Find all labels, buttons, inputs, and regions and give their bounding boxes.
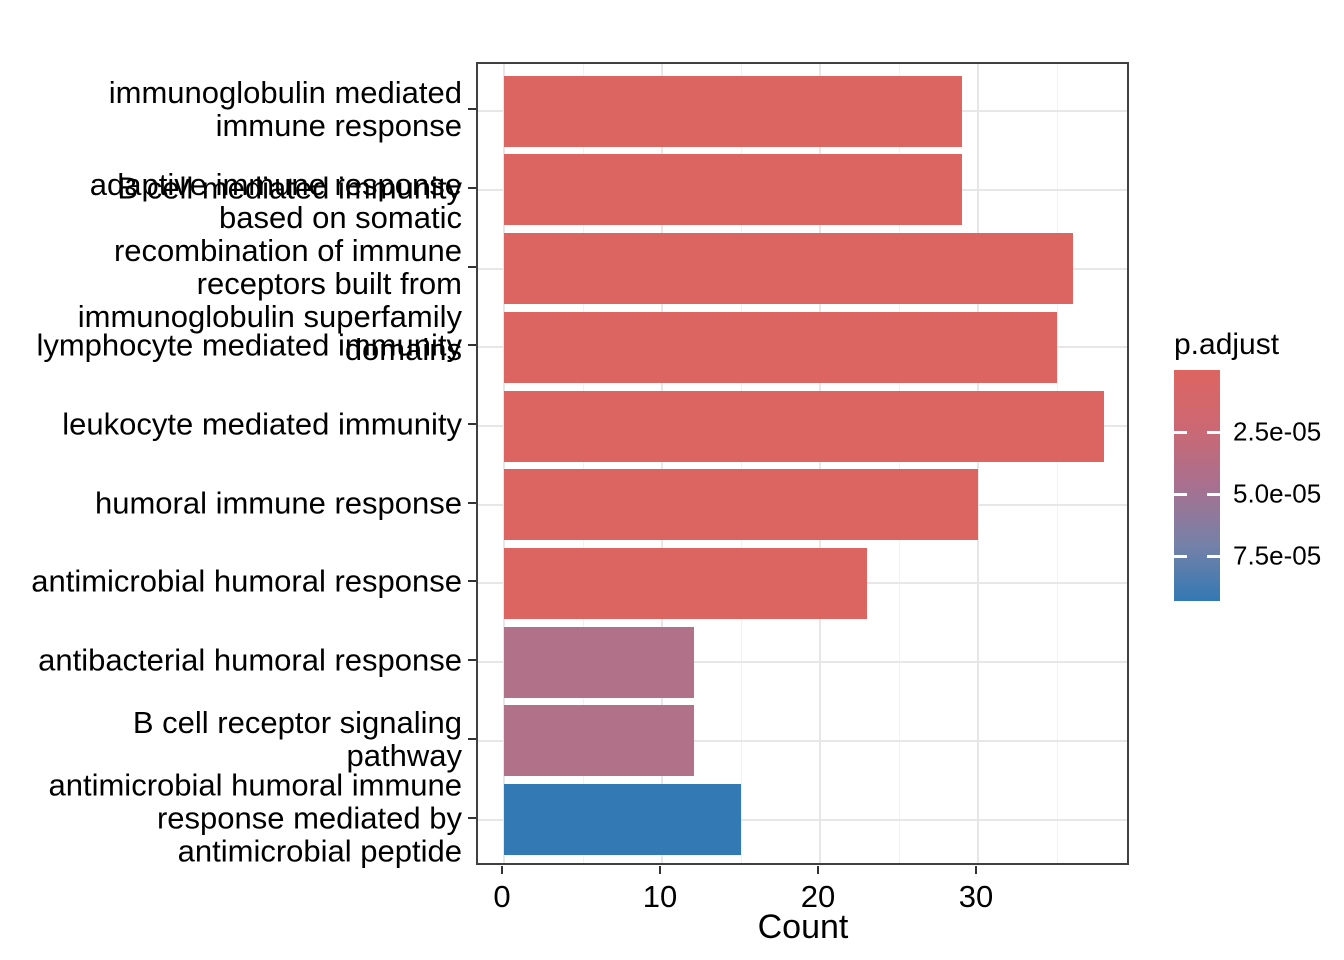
bar: [504, 469, 978, 541]
legend-tick-label: 5.0e-05: [1233, 478, 1322, 509]
x-tick-label: 20: [800, 879, 836, 914]
colorbar-tick: [1207, 431, 1220, 435]
y-tick-label: lymphocyte mediated immunity: [36, 327, 462, 363]
gridline-major: [478, 739, 1127, 742]
plot-panel: [476, 62, 1129, 865]
x-axis-title: Count: [757, 908, 849, 946]
x-tick-mark: [659, 866, 661, 874]
bar: [504, 547, 868, 619]
bar: [504, 784, 741, 855]
y-tick-mark: [468, 659, 476, 662]
x-tick-mark: [975, 866, 977, 874]
gridline-minor: [1056, 64, 1058, 863]
gridline-minor: [582, 64, 584, 863]
gridline-minor: [740, 64, 742, 863]
colorbar-tick: [1174, 555, 1187, 559]
x-tick-label: 10: [642, 879, 678, 914]
y-tick-mark: [468, 423, 476, 425]
gridline-major: [661, 64, 663, 863]
bar: [504, 705, 694, 777]
legend-tick-label: 2.5e-05: [1233, 416, 1322, 447]
y-tick-label: immunoglobulin mediated immune response: [108, 75, 462, 144]
bar: [504, 311, 1057, 383]
gridline-major: [977, 64, 979, 863]
bar: [504, 626, 694, 698]
legend-tick-label: 7.5e-05: [1233, 540, 1322, 571]
y-tick-mark: [468, 265, 476, 268]
y-tick-label: leukocyte mediated immunity: [62, 406, 462, 442]
y-tick-label: adaptive immune response based on somati…: [77, 166, 462, 367]
y-tick-mark: [468, 580, 476, 583]
x-tick-label: 0: [493, 879, 511, 914]
y-tick-mark: [468, 108, 476, 111]
bar: [504, 154, 963, 226]
gridline-major: [478, 818, 1127, 821]
y-tick-label: antimicrobial humoral immune response me…: [48, 767, 463, 868]
legend-colorbar-gradient: [1174, 370, 1220, 601]
y-tick-label: B cell mediated immunity: [117, 170, 462, 206]
gridline-minor: [898, 64, 900, 863]
x-tick-label: 30: [958, 879, 994, 914]
colorbar-tick: [1174, 493, 1187, 497]
y-tick-label: humoral immune response: [94, 485, 462, 521]
gridline-major: [478, 661, 1127, 664]
y-tick-mark: [468, 186, 476, 189]
colorbar-tick: [1207, 493, 1220, 497]
colorbar-tick: [1174, 431, 1187, 435]
y-tick-label: antibacterial humoral response: [38, 642, 462, 678]
x-tick-mark: [817, 866, 819, 874]
bar: [504, 390, 1105, 462]
y-tick-mark: [468, 816, 476, 819]
y-tick-mark: [468, 737, 476, 740]
legend-title: p.adjust: [1174, 328, 1280, 361]
x-tick-mark: [501, 866, 503, 874]
y-tick-label: antimicrobial humoral response: [31, 563, 462, 599]
gridline-major: [503, 64, 505, 863]
bar: [504, 75, 963, 147]
y-tick-mark: [468, 344, 476, 347]
colorbar-tick: [1207, 555, 1220, 559]
y-tick-label: B cell receptor signaling pathway: [132, 704, 462, 773]
y-tick-mark: [468, 501, 476, 504]
bar: [504, 233, 1073, 305]
gridline-major: [819, 64, 821, 863]
